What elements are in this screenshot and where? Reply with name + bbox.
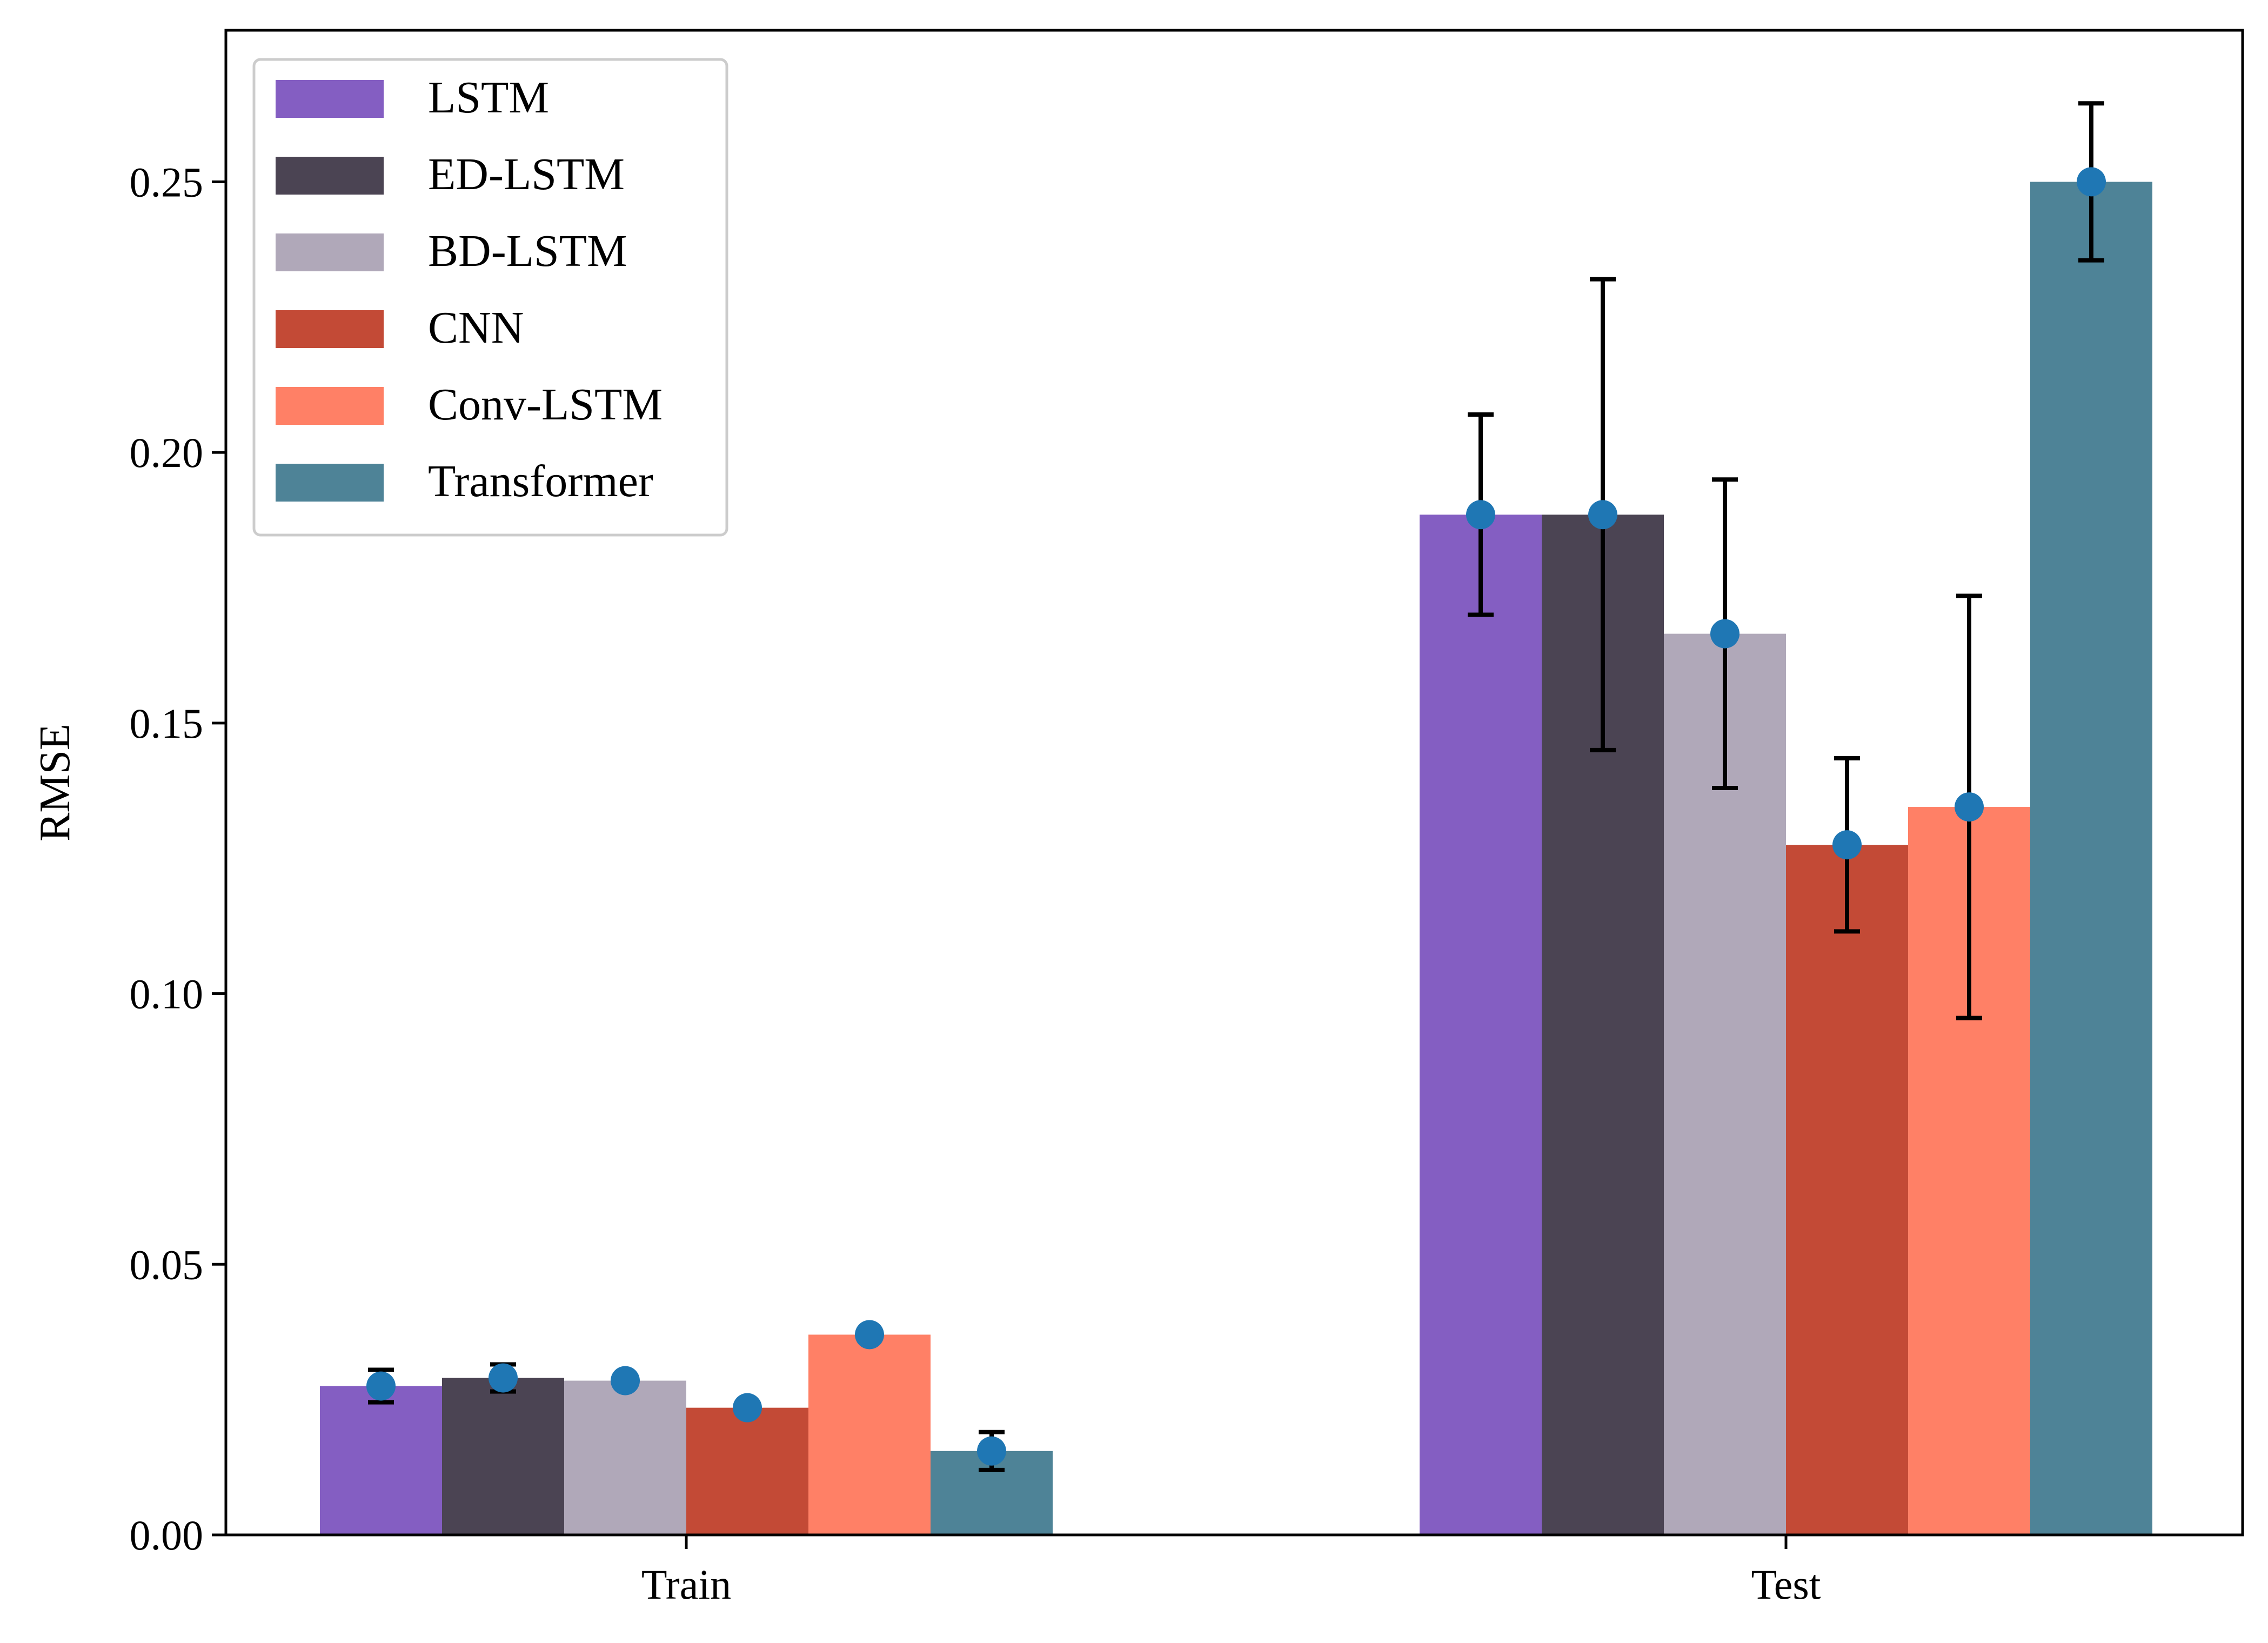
legend-label-transformer: Transformer	[428, 456, 653, 506]
x-tick-label: Test	[1751, 1561, 1821, 1608]
bar-cnn-test	[1786, 845, 1908, 1535]
legend: LSTM ED-LSTM BD-LSTM CNN Conv-LSTM Transforme…	[252, 58, 728, 537]
point-ed-lstm-train	[489, 1363, 518, 1393]
y-axis: 0.00 0.05 0.10 0.15 0.20 0.25	[130, 158, 226, 1559]
legend-swatch-bd-lstm	[276, 233, 384, 271]
bar-lstm-test	[1420, 515, 1542, 1535]
point-cnn-test	[1832, 830, 1862, 860]
legend-swatch-ed-lstm	[276, 157, 384, 195]
point-cnn-train	[733, 1393, 762, 1422]
legend-swatch-conv-lstm	[276, 387, 384, 425]
bar-conv-lstm-train	[808, 1334, 931, 1535]
point-lstm-train	[366, 1371, 396, 1401]
legend-label-lstm: LSTM	[428, 72, 549, 123]
y-axis-title: RMSE	[31, 724, 79, 841]
legend-label-conv-lstm: Conv-LSTM	[428, 379, 663, 430]
point-conv-lstm-train	[855, 1320, 884, 1350]
point-transformer-train	[977, 1436, 1006, 1466]
bar-bd-lstm-train	[564, 1380, 686, 1535]
legend-label-cnn: CNN	[428, 303, 524, 353]
y-tick-label: 0.20	[130, 429, 204, 476]
markers-layer	[366, 167, 2106, 1466]
y-tick-label: 0.15	[130, 700, 204, 747]
point-transformer-test	[2077, 167, 2106, 197]
x-tick-label: Train	[641, 1561, 731, 1608]
bar-ed-lstm-train	[442, 1378, 564, 1535]
x-axis: Train Test	[641, 1535, 1821, 1608]
legend-swatch-transformer	[276, 464, 384, 502]
legend-swatch-cnn	[276, 310, 384, 348]
y-tick-label: 0.05	[130, 1241, 204, 1288]
legend-label-bd-lstm: BD-LSTM	[428, 226, 627, 276]
y-tick-label: 0.00	[130, 1512, 204, 1559]
point-lstm-test	[1466, 500, 1495, 530]
bar-lstm-train	[320, 1386, 442, 1535]
bars-layer	[320, 182, 2152, 1535]
point-bd-lstm-test	[1710, 619, 1740, 649]
bar-transformer-test	[2030, 182, 2152, 1535]
y-tick-label: 0.10	[130, 971, 204, 1018]
plot-frame	[224, 29, 2244, 1537]
legend-swatch-lstm	[276, 80, 384, 118]
point-bd-lstm-train	[611, 1366, 640, 1395]
point-ed-lstm-test	[1588, 500, 1617, 530]
y-tick-label: 0.25	[130, 158, 204, 205]
legend-label-ed-lstm: ED-LSTM	[428, 149, 625, 199]
bar-cnn-train	[686, 1407, 808, 1535]
point-conv-lstm-test	[1955, 792, 1984, 822]
